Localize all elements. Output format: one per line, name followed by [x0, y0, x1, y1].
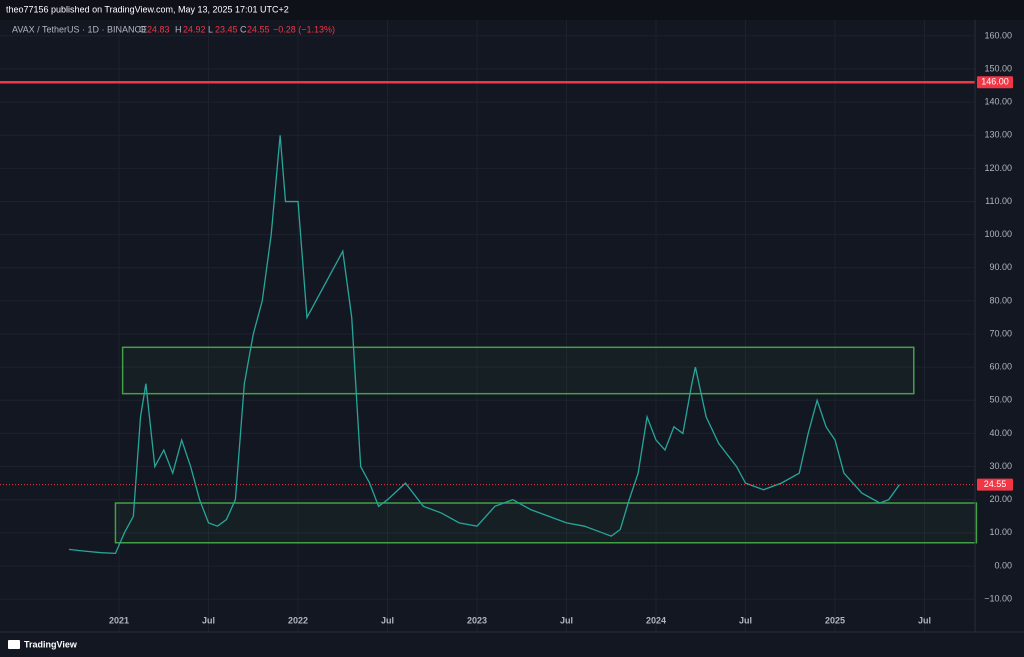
x-tick-label: 2023	[467, 615, 487, 625]
y-tick-label: 80.00	[989, 295, 1012, 305]
y-tick-label: −10.00	[984, 593, 1012, 603]
y-tick-label: 10.00	[989, 527, 1012, 537]
x-tick-label: 2022	[288, 615, 308, 625]
plot-area	[0, 20, 978, 632]
high: 24.92	[183, 24, 206, 34]
x-tick-label: 2025	[825, 615, 845, 625]
y-tick-label: 60.00	[989, 362, 1012, 372]
y-tick-label: 30.00	[989, 461, 1012, 471]
change: −0.28 (−1.13%)	[273, 24, 335, 34]
x-tick-label: 2024	[646, 615, 666, 625]
y-tick-label: 150.00	[984, 63, 1012, 73]
last-price-label: 24.55	[984, 479, 1007, 489]
publisher: theo77156 published on TradingView.com, …	[6, 4, 289, 14]
logo	[8, 640, 20, 649]
open-label: O	[139, 24, 146, 34]
x-tick-label: Jul	[560, 615, 573, 625]
zone	[121, 346, 915, 395]
price-tag	[977, 478, 1013, 491]
y-tick-label: 50.00	[989, 395, 1012, 405]
y-tick-label: 130.00	[984, 130, 1012, 140]
symbol: AVAX / TetherUS · 1D · BINANCE	[12, 24, 147, 34]
low: 23.45	[215, 24, 238, 34]
x-tick-label: 2021	[109, 615, 129, 625]
x-tick-label: Jul	[918, 615, 931, 625]
low-label: L	[208, 24, 213, 34]
y-tick-label: 40.00	[989, 428, 1012, 438]
price-line	[68, 135, 900, 555]
y-tick-label: 160.00	[984, 30, 1012, 40]
y-tick-label: 140.00	[984, 97, 1012, 107]
y-tick-label: 120.00	[984, 163, 1012, 173]
y-tick-label: 70.00	[989, 328, 1012, 338]
y-tick-label: 20.00	[989, 494, 1012, 504]
high-label: H	[175, 24, 182, 34]
y-tick-label: 90.00	[989, 262, 1012, 272]
y-tick-label: 0.00	[994, 560, 1012, 570]
legend: AVAX / TetherUS · 1D · BINANCE O 24.83 H…	[12, 24, 335, 34]
y-tick-label: 110.00	[985, 196, 1012, 206]
x-tick-label: Jul	[739, 615, 752, 625]
close-label: C	[240, 24, 247, 34]
y-tick-label: 100.00	[984, 229, 1012, 239]
price-tag	[977, 76, 1013, 89]
header-bar	[0, 0, 1024, 20]
close: 24.55	[247, 24, 270, 34]
x-tick-label: Jul	[202, 615, 215, 625]
brand: TradingView	[24, 639, 78, 649]
hline-label: 146.00	[981, 77, 1009, 87]
zone	[114, 502, 978, 544]
x-tick-label: Jul	[381, 615, 394, 625]
open: 24.83	[147, 24, 170, 34]
